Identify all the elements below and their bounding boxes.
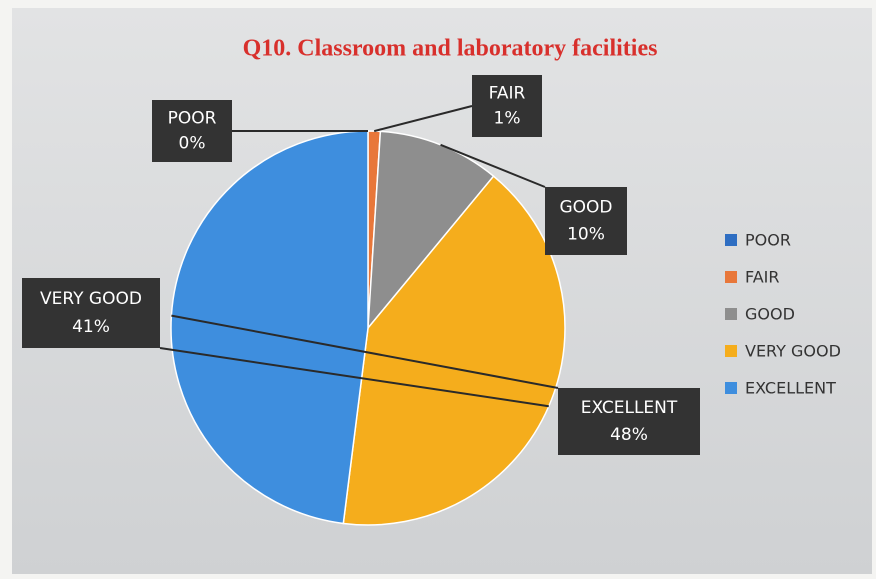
data-label-category: VERY GOOD (40, 289, 142, 309)
data-label-value: 41% (72, 317, 110, 337)
leader-line (440, 143, 546, 188)
chart-title: Q10. Classroom and laboratory facilities (243, 36, 658, 62)
legend-label: GOOD (745, 305, 795, 324)
data-label-value: 0% (179, 133, 206, 153)
data-label-value: 10% (567, 225, 605, 245)
data-label-category: POOR (168, 109, 217, 129)
data-label-box (472, 75, 542, 137)
data-label-value: 1% (494, 108, 521, 128)
pie-slice (342, 175, 566, 526)
legend-swatch (725, 271, 737, 283)
legend-swatch (725, 345, 737, 357)
data-label-box (152, 100, 232, 162)
data-label-category: EXCELLENT (581, 398, 678, 418)
data-label-value: 48% (610, 425, 648, 445)
legend-swatch (725, 234, 737, 246)
legend-label: FAIR (745, 268, 780, 287)
data-label-category: FAIR (489, 84, 526, 104)
legend-swatch (725, 382, 737, 394)
data-label-box (22, 278, 160, 348)
leader-line (171, 314, 559, 389)
legend-swatch (725, 308, 737, 320)
data-label-box (545, 187, 627, 255)
legend-label: EXCELLENT (745, 379, 836, 398)
legend-label: POOR (745, 231, 791, 250)
legend-label: VERY GOOD (745, 342, 841, 361)
data-label-box (558, 388, 700, 455)
leader-line (373, 105, 473, 133)
data-label-category: GOOD (559, 197, 612, 217)
leader-line (159, 347, 549, 408)
